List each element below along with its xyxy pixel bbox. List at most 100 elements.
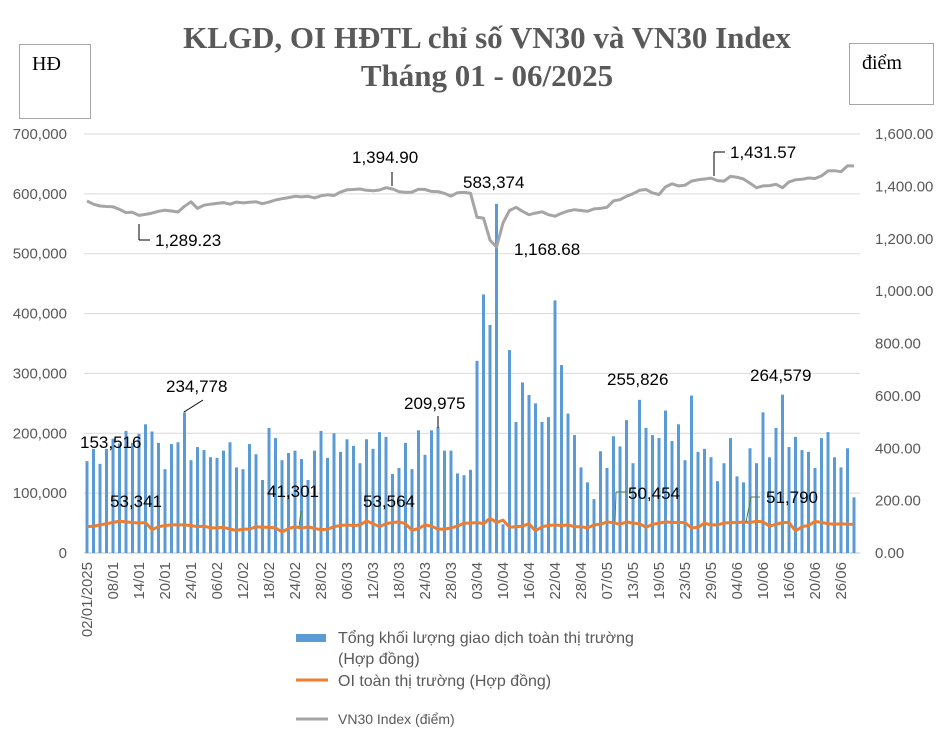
volume-bar <box>755 463 758 553</box>
x-tick-label: 26/06 <box>833 562 850 600</box>
label-oi-1: 53,341 <box>110 492 162 511</box>
x-tick-label: 03/04 <box>469 562 486 600</box>
left-tick-label: 500,000 <box>13 246 67 263</box>
left-tick-label: 100,000 <box>13 485 67 502</box>
volume-bar <box>794 436 797 553</box>
label-index-high-mar: 1,394.90 <box>352 148 418 167</box>
volume-bar <box>462 475 466 553</box>
x-tick-label: 14/01 <box>131 562 148 600</box>
volume-bar <box>716 481 719 553</box>
left-tick-label: 200,000 <box>13 425 67 442</box>
volume-bar <box>280 460 284 553</box>
x-tick-label: 24/02 <box>287 562 304 600</box>
x-tick-label: 02/01/2025 <box>79 562 96 637</box>
label-oi-5: 51,790 <box>766 488 818 507</box>
legend-volume-label-2: (Hợp đồng) <box>338 651 420 668</box>
right-tick-label: 1,000.00 <box>875 283 933 300</box>
label-volume-0904: 583,374 <box>463 173 524 192</box>
right-axis-unit-box: điểm <box>849 43 934 105</box>
volume-bar <box>170 444 173 553</box>
volume-bar <box>501 524 505 553</box>
legend-volume-label: Tổng khối lượng giao dịch toàn thị trườn… <box>338 629 634 647</box>
volume-bar <box>144 424 147 553</box>
volume-bar <box>735 476 739 553</box>
label-volume-1306: 264,579 <box>750 366 811 385</box>
x-tick-label: 06/02 <box>209 562 226 600</box>
gridlines <box>84 133 860 554</box>
volume-bar <box>800 450 804 553</box>
volume-bar <box>456 473 459 553</box>
volume-bar <box>313 450 316 553</box>
volume-bar <box>833 457 836 553</box>
volume-bar <box>508 350 511 553</box>
legend-oi-label: OI toàn thị trường (Hợp đồng) <box>338 673 551 690</box>
x-tick-label: 29/05 <box>703 562 720 600</box>
vn30-index-line <box>86 164 854 249</box>
volume-bar <box>131 442 134 553</box>
volume-bar <box>319 430 323 553</box>
volume-bars <box>85 203 856 553</box>
x-tick-label: 06/03 <box>339 562 356 600</box>
volume-bar <box>228 442 232 553</box>
volume-bar <box>547 417 550 553</box>
volume-bar <box>813 468 817 553</box>
volume-bar <box>742 482 745 553</box>
volume-bar <box>768 457 771 553</box>
x-tick-label: 10/04 <box>495 562 512 600</box>
right-tick-label: 200.00 <box>875 493 921 510</box>
volume-bar <box>176 442 180 553</box>
volume-bar <box>111 438 115 553</box>
volume-bar <box>469 469 472 553</box>
right-tick-label: 1,600.00 <box>875 126 933 143</box>
x-tick-label: 16/04 <box>521 562 538 600</box>
volume-bar <box>287 453 290 553</box>
volume-bar <box>105 448 108 553</box>
left-tick-label: 700,000 <box>13 126 67 143</box>
left-tick-label: 600,000 <box>13 186 67 203</box>
volume-bar <box>384 436 388 553</box>
volume-bar <box>638 399 641 553</box>
label-oi-3: 53,564 <box>363 492 415 511</box>
volume-bar <box>670 441 674 553</box>
volume-bar <box>417 430 420 553</box>
volume-bar <box>235 467 238 553</box>
volume-bar <box>293 450 297 553</box>
volume-bar <box>573 435 576 553</box>
left-tick-label: 300,000 <box>13 365 67 382</box>
left-axis: 0 100,000 200,000 300,000 400,000 500,000 600,… <box>13 126 67 562</box>
volume-bar <box>118 443 121 553</box>
volume-bar <box>267 427 271 553</box>
x-tick-label: 13/05 <box>625 562 642 600</box>
volume-bar <box>222 450 225 553</box>
x-tick-label: 18/02 <box>261 562 278 600</box>
volume-bar <box>202 450 206 553</box>
volume-bar <box>423 454 427 553</box>
x-tick-label: 23/05 <box>677 562 694 600</box>
x-tick-label: 24/01 <box>183 562 200 600</box>
volume-bar <box>722 463 726 553</box>
label-oi-4: 50,454 <box>628 484 680 503</box>
x-tick-label: 22/04 <box>547 562 564 600</box>
volume-bar <box>586 482 589 553</box>
right-tick-label: 1,400.00 <box>875 178 933 195</box>
right-tick-label: 0.00 <box>875 545 904 562</box>
volume-bar <box>657 438 661 553</box>
volume-bar <box>300 459 303 553</box>
volume-bar <box>807 451 810 553</box>
x-tick-label: 20/01 <box>157 562 174 600</box>
right-tick-label: 600.00 <box>875 388 921 405</box>
volume-bar <box>488 324 492 553</box>
volume-bar <box>98 463 102 553</box>
volume-bar <box>183 412 186 553</box>
volume-bar <box>332 433 336 553</box>
x-tick-label: 10/06 <box>755 562 772 600</box>
volume-bar <box>579 467 583 553</box>
x-tick-label: 04/06 <box>729 562 746 600</box>
volume-bar <box>358 463 362 553</box>
x-tick-label: 28/03 <box>443 562 460 600</box>
volume-bar <box>391 473 394 553</box>
right-axis: 0.00 200.00 400.00 600.00 800.00 1,000.00 1,20… <box>875 126 933 562</box>
volume-bar <box>605 468 609 553</box>
right-axis-unit: điểm <box>862 52 902 74</box>
volume-bar <box>664 410 667 553</box>
